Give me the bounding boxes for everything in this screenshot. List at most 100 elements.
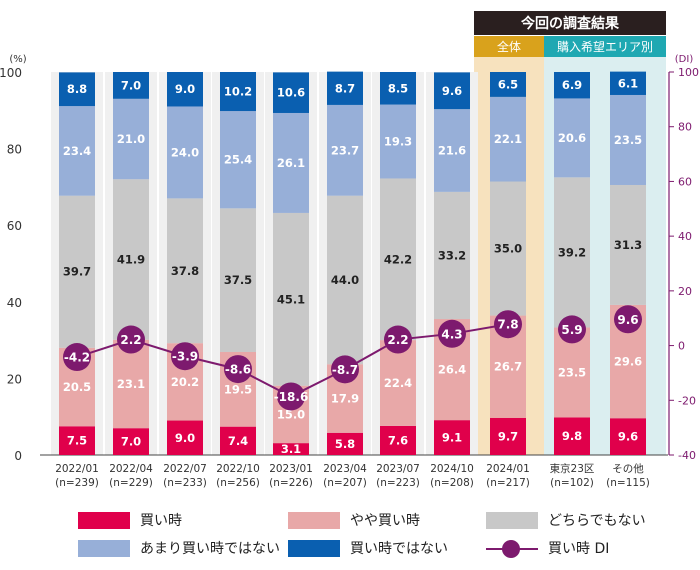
di-label-1: 2.2 xyxy=(120,333,141,347)
di-point-10 xyxy=(614,305,642,334)
bar-seg-s4-c0 xyxy=(59,72,95,107)
bar-seg-s2-c1 xyxy=(113,179,149,340)
category-date-7: 2024/10 xyxy=(430,463,474,475)
legend-swatch-amari xyxy=(78,539,130,557)
bar-seg-s0-c5 xyxy=(327,432,363,455)
bar-seg-s4-c2 xyxy=(167,72,203,107)
bar-seg-s2-c8 xyxy=(490,181,526,316)
legend-label-dochira: どちらでもない xyxy=(548,513,646,529)
bar-seg-s3-c2 xyxy=(167,106,203,199)
bar-label-s3-c10: 23.5 xyxy=(614,133,642,147)
bar-label-s0-c2: 9.0 xyxy=(175,431,195,445)
header-all-box xyxy=(474,36,544,57)
category-n-5: (n=207) xyxy=(323,477,367,489)
legend-swatch-dochira xyxy=(486,511,538,529)
legend-line-di xyxy=(486,539,538,558)
bar-seg-s3-c4 xyxy=(273,112,309,213)
bar-seg-s3-c8 xyxy=(490,96,526,182)
bar-label-s4-c8: 6.5 xyxy=(498,77,518,91)
left-tick-100: 100 xyxy=(0,66,22,80)
bar-label-s2-c10: 31.3 xyxy=(614,238,642,252)
bar-seg-s4-c9 xyxy=(554,72,590,99)
bar-label-s0-c10: 9.6 xyxy=(618,430,638,444)
di-point-1 xyxy=(117,325,145,354)
di-point-2 xyxy=(171,342,199,371)
bar-label-s3-c7: 21.6 xyxy=(438,144,466,158)
header-area-box xyxy=(544,36,666,57)
bar-label-s0-c3: 7.4 xyxy=(228,434,248,448)
bar-seg-s0-c2 xyxy=(167,420,203,455)
bar-seg-s2-c10 xyxy=(610,184,646,305)
category-date-10: その他 xyxy=(612,462,644,475)
bar-seg-s3-c1 xyxy=(113,98,149,180)
bar-seg-s0-c3 xyxy=(220,426,256,455)
left-tick-60: 60 xyxy=(7,219,22,233)
bar-seg-s4-c3 xyxy=(220,72,256,112)
bar-label-s1-c5: 17.9 xyxy=(331,392,359,406)
left-tick-20: 20 xyxy=(7,372,22,386)
bar-label-s0-c7: 9.1 xyxy=(442,431,462,445)
bar-label-s3-c3: 25.4 xyxy=(224,153,252,167)
legend-label-yaya: やや買い時 xyxy=(350,513,420,529)
bar-label-s1-c7: 26.4 xyxy=(438,363,466,377)
di-label-5: -8.7 xyxy=(332,363,358,377)
bar-label-s0-c8: 9.7 xyxy=(498,429,518,443)
bar-seg-s2-c3 xyxy=(220,208,256,352)
bar-label-s4-c3: 10.2 xyxy=(224,85,252,99)
di-point-4 xyxy=(277,382,305,411)
left-axis-unit: (%) xyxy=(9,54,26,65)
bar-seg-s2-c2 xyxy=(167,198,203,344)
bar-label-s2-c3: 37.5 xyxy=(224,273,252,287)
bar-label-s1-c1: 23.1 xyxy=(117,377,145,391)
legend-swatch-yaya xyxy=(288,511,340,529)
bar-seg-s0-c7 xyxy=(434,420,470,455)
bar-label-s3-c2: 24.0 xyxy=(171,145,199,159)
category-n-3: (n=256) xyxy=(216,477,260,489)
bar-seg-s4-c1 xyxy=(113,72,149,99)
legend-label-kaidoki: 買い時 xyxy=(140,513,182,529)
header-title: 今回の調査結果 xyxy=(520,15,620,32)
bar-label-s3-c0: 23.4 xyxy=(63,144,91,158)
bar-label-s3-c5: 23.7 xyxy=(331,143,359,157)
category-n-9: (n=102) xyxy=(550,477,594,489)
bar-label-s1-c2: 20.2 xyxy=(171,375,199,389)
bar-label-s2-c2: 37.8 xyxy=(171,264,199,278)
right-tick-40: 40 xyxy=(678,230,692,243)
di-label-6: 2.2 xyxy=(387,333,408,347)
legend-label-di: 買い時 DI xyxy=(548,541,610,557)
right-tick-20: 20 xyxy=(678,285,692,298)
bar-seg-s0-c8 xyxy=(490,417,526,455)
category-date-0: 2022/01 xyxy=(55,463,99,475)
legend-swatch-kaidoki xyxy=(78,511,130,529)
di-label-2: -3.9 xyxy=(172,350,198,364)
bar-label-s2-c0: 39.7 xyxy=(63,265,91,279)
bar-label-s2-c4: 45.1 xyxy=(277,292,305,306)
left-tick-0: 0 xyxy=(14,449,22,463)
right-tick--20: -20 xyxy=(678,394,696,407)
category-date-4: 2023/01 xyxy=(269,463,313,475)
bar-seg-s3-c5 xyxy=(327,104,363,196)
bar-label-s4-c9: 6.9 xyxy=(562,78,582,92)
category-n-1: (n=229) xyxy=(109,477,153,489)
bar-label-s2-c1: 41.9 xyxy=(117,252,145,266)
bar-seg-s0-c10 xyxy=(610,418,646,455)
legend-swatch-dewanai xyxy=(288,539,340,557)
bar-label-s2-c8: 35.0 xyxy=(494,242,522,256)
bar-label-s4-c7: 9.6 xyxy=(442,84,462,98)
di-label-7: 4.3 xyxy=(441,327,462,341)
right-axis-unit: (DI) xyxy=(675,54,694,65)
bar-seg-s2-c9 xyxy=(554,177,590,328)
bar-seg-s2-c5 xyxy=(327,195,363,365)
di-point-5 xyxy=(331,355,359,384)
bar-seg-s2-c7 xyxy=(434,191,470,320)
category-n-0: (n=239) xyxy=(55,477,99,489)
legend-item-amari: あまり買い時ではない xyxy=(78,538,280,558)
legend-item-dochira: どちらでもない xyxy=(486,510,646,530)
category-date-6: 2023/07 xyxy=(376,463,420,475)
di-label-4: -18.6 xyxy=(274,390,309,404)
bar-label-s1-c9: 23.5 xyxy=(558,365,586,379)
bar-seg-s1-c1 xyxy=(113,339,149,429)
bar-label-s1-c4: 15.0 xyxy=(277,407,305,421)
di-label-3: -8.6 xyxy=(225,363,251,377)
bar-seg-s1-c6 xyxy=(380,340,416,426)
